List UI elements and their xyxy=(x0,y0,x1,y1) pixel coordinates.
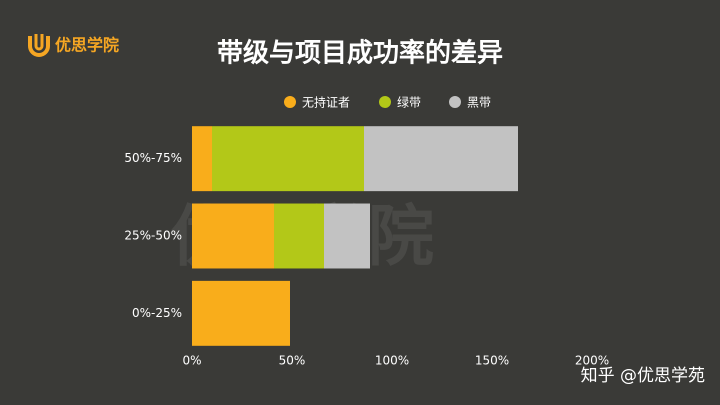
y-tick-label: 50%-75% xyxy=(124,151,182,165)
logo-icon xyxy=(34,34,44,51)
legend-label: 黑带 xyxy=(467,96,491,110)
bar-segment xyxy=(192,203,274,269)
x-tick-label: 150% xyxy=(475,354,509,368)
logo-icon xyxy=(28,36,50,57)
x-tick-label: 200% xyxy=(575,354,609,368)
bar-segment xyxy=(364,126,518,192)
x-tick-label: 0% xyxy=(182,354,201,368)
logo-text: 优思学院 xyxy=(55,36,119,55)
bar-segment xyxy=(324,203,370,269)
legend-swatch xyxy=(284,96,296,108)
y-tick-label: 25%-50% xyxy=(124,229,182,243)
bar-segment xyxy=(192,280,290,346)
legend-label: 绿带 xyxy=(397,95,421,110)
bar-segment xyxy=(192,126,212,192)
chart-title: 带级与项目成功率的差异 xyxy=(217,38,503,69)
x-tick-label: 100% xyxy=(375,354,409,368)
bar-segment xyxy=(274,203,324,269)
legend-swatch xyxy=(449,96,461,108)
logo: 优思学院 xyxy=(28,34,119,57)
footer: 知乎 @优思学苑 xyxy=(581,366,705,386)
y-tick-label: 0%-25% xyxy=(132,306,182,320)
x-tick-label: 50% xyxy=(279,354,306,368)
bar-segment xyxy=(212,126,364,192)
legend-label: 无持证者 xyxy=(302,95,350,110)
legend-swatch xyxy=(379,96,391,108)
